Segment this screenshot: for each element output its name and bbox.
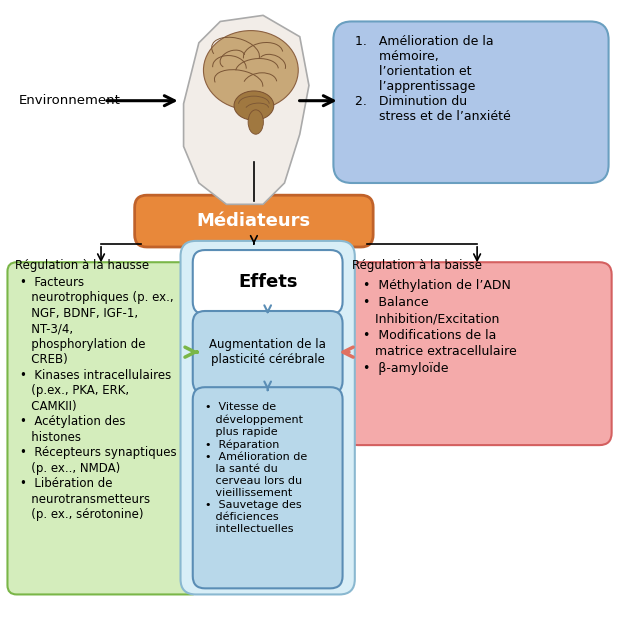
- Text: Régulation à la baisse: Régulation à la baisse: [352, 259, 482, 272]
- Text: •  Vitesse de
   développement
   plus rapide
•  Réparation
•  Amélioration de
 : • Vitesse de développement plus rapide •…: [205, 402, 307, 534]
- Text: Environnement: Environnement: [19, 94, 120, 107]
- Text: •  Méthylation de l’ADN
•  Balance
   Inhibition/Excitation
•  Modifications de : • Méthylation de l’ADN • Balance Inhibit…: [363, 279, 517, 375]
- Text: Régulation à la hausse: Régulation à la hausse: [16, 259, 150, 272]
- FancyBboxPatch shape: [346, 262, 612, 445]
- FancyBboxPatch shape: [7, 262, 200, 595]
- Text: Médiateurs: Médiateurs: [197, 212, 311, 230]
- Text: 1.   Amélioration de la
      mémoire,
      l’orientation et
      l’apprentiss: 1. Amélioration de la mémoire, l’orienta…: [355, 35, 510, 123]
- FancyBboxPatch shape: [135, 195, 373, 247]
- Text: Augmentation de la
plasticité cérébrale: Augmentation de la plasticité cérébrale: [209, 338, 326, 366]
- Polygon shape: [183, 16, 309, 204]
- FancyBboxPatch shape: [193, 250, 343, 314]
- Text: •  Facteurs
   neurotrophiques (p. ex.,
   NGF, BDNF, IGF-1,
   NT-3/4,
   phosp: • Facteurs neurotrophiques (p. ex., NGF,…: [20, 276, 177, 521]
- Ellipse shape: [203, 30, 298, 110]
- Text: Effets: Effets: [238, 273, 298, 291]
- FancyBboxPatch shape: [193, 311, 343, 393]
- FancyBboxPatch shape: [180, 241, 355, 595]
- Ellipse shape: [248, 110, 263, 134]
- FancyBboxPatch shape: [333, 22, 608, 183]
- FancyBboxPatch shape: [193, 387, 343, 588]
- Ellipse shape: [234, 91, 274, 120]
